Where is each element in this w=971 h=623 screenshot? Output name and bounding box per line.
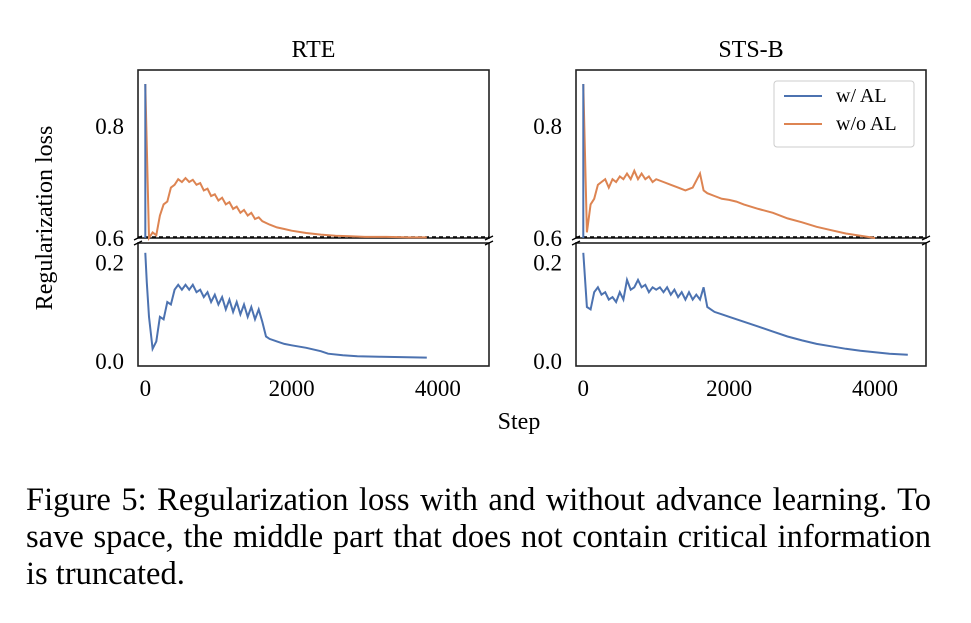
legend-label-w-o-al: w/o AL: [836, 113, 897, 135]
y-axis-label: Regularization loss: [32, 126, 58, 311]
lower-frame-rte: [137, 242, 490, 367]
figure-caption-text: Regularization loss with and without adv…: [26, 482, 931, 592]
x-tick-label-sts-b: 2000: [706, 376, 752, 401]
legend-box-sts-b: [773, 80, 915, 148]
y-tick-label-lower-sts-b: 0.0: [533, 349, 562, 374]
x-tick-label-rte: 0: [140, 376, 152, 401]
y-tick-label-lower-rte: 0.0: [95, 349, 124, 374]
series-line-w-al-lower-rte: [144, 252, 427, 359]
y-tick-label-upper-sts-b: 0.8: [533, 114, 562, 139]
figure-caption: Figure 5: Regularization loss with and w…: [26, 482, 931, 593]
upper-frame-rte: [137, 69, 490, 239]
y-tick-label-lower-sts-b: 0.2: [533, 251, 562, 276]
x-axis-label: Step: [498, 409, 541, 435]
break-mark-rte: [484, 235, 494, 241]
break-mark-rte: [484, 240, 494, 246]
y-tick-label-upper-sts-b: 0.6: [533, 226, 562, 251]
x-tick-label-rte: 4000: [415, 376, 461, 401]
legend-label-w-al: w/ AL: [836, 85, 887, 107]
break-mark-rte: [133, 235, 143, 241]
y-tick-label-upper-rte: 0.8: [95, 114, 124, 139]
break-mark-sts-b: [571, 240, 581, 246]
lower-frame-sts-b: [575, 242, 927, 367]
series-line-w-o-al-upper-rte: [144, 83, 427, 242]
break-mark-sts-b: [921, 240, 931, 246]
break-mark-sts-b: [571, 235, 581, 241]
y-tick-label-upper-rte: 0.6: [95, 226, 124, 251]
upper-frame-sts-b: [575, 69, 927, 239]
break-mark-sts-b: [921, 235, 931, 241]
series-line-w-o-al-upper-sts-b: [582, 83, 876, 239]
series-line-w-al-lower-sts-b: [582, 252, 908, 356]
y-tick-label-lower-rte: 0.2: [95, 251, 124, 276]
x-tick-label-rte: 2000: [269, 376, 315, 401]
figure-caption-label: Figure 5:: [26, 482, 147, 518]
x-tick-label-sts-b: 4000: [852, 376, 898, 401]
break-mark-rte: [133, 240, 143, 246]
panel-title-rte: RTE: [292, 37, 336, 63]
x-tick-label-sts-b: 0: [578, 376, 590, 401]
panel-title-sts-b: STS-B: [718, 37, 783, 63]
